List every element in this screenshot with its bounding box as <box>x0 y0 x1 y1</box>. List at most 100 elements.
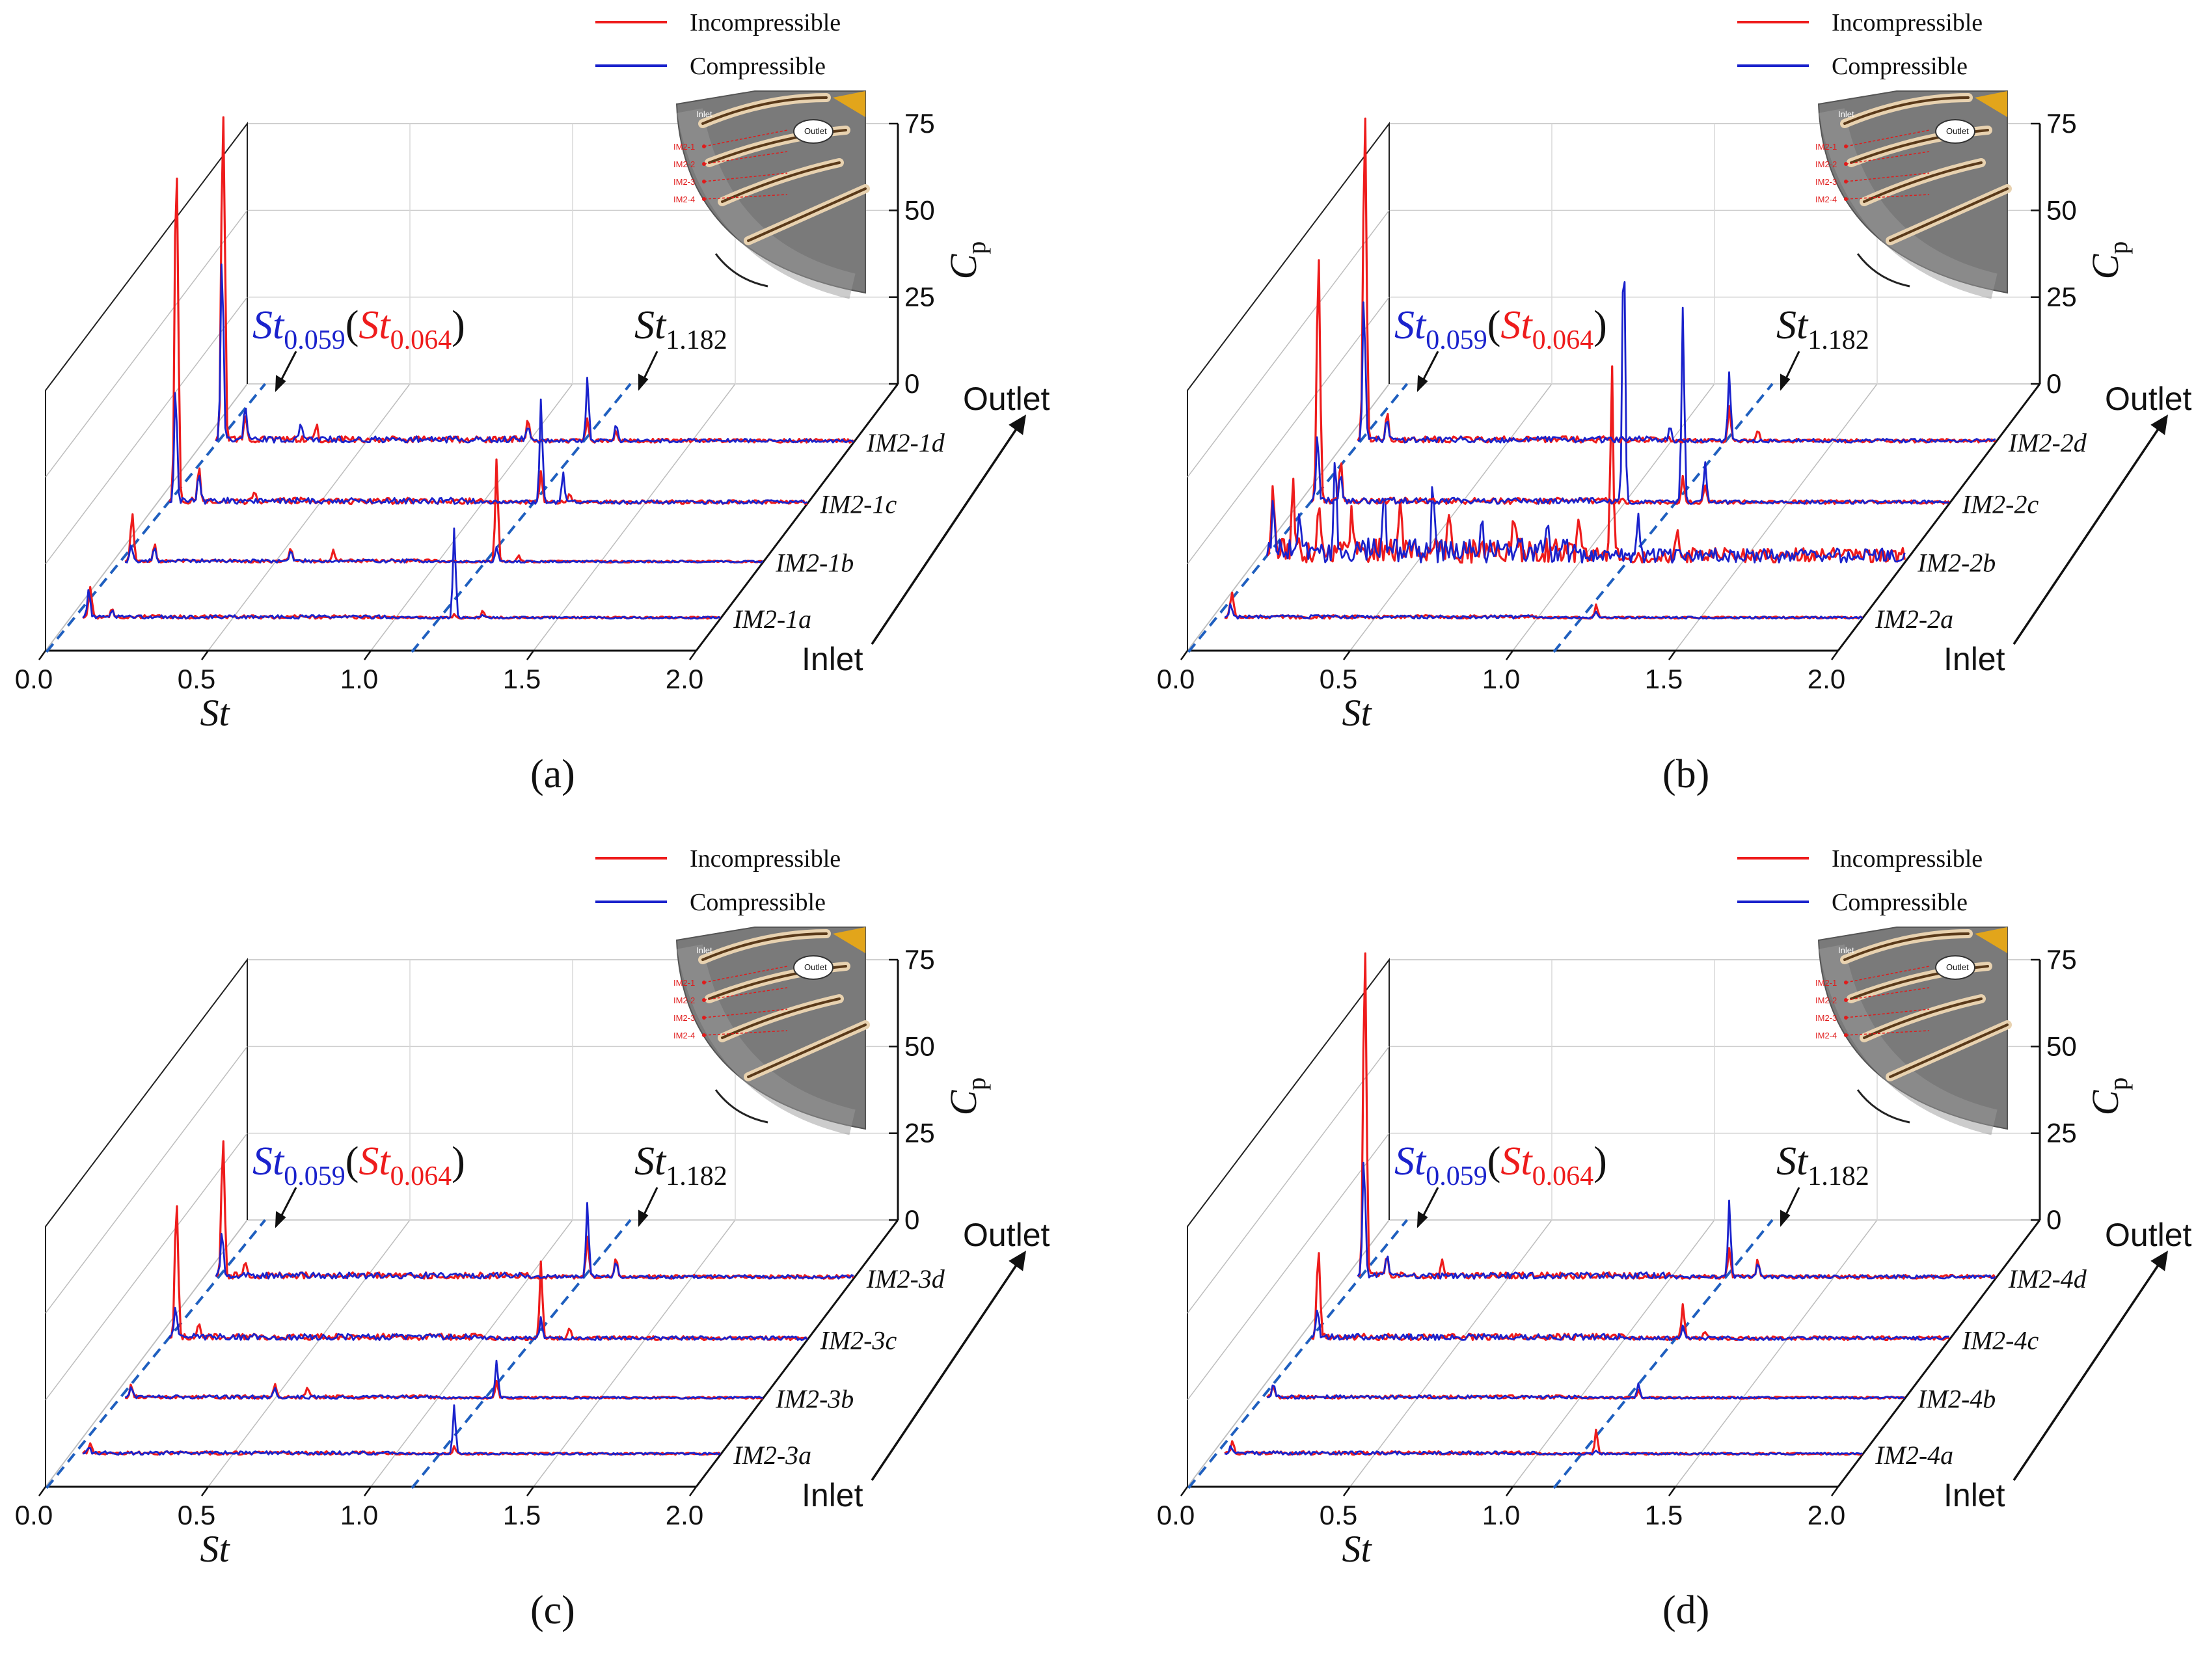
annotations: St0.059(St0.064) St1.182 <box>1394 1139 1869 1228</box>
inset-point-dot <box>702 981 706 984</box>
cp-axis-label: Cp <box>942 1077 991 1116</box>
inlet-label: Inlet <box>1944 1477 2005 1513</box>
inset-inlet-label: Inlet <box>1838 109 1854 119</box>
row-label-im2-2a: IM2-2a <box>1875 604 1953 634</box>
cp-axis-label-sub: p <box>962 241 991 254</box>
annot-paren-sub: 0.064 <box>1532 1161 1594 1191</box>
floor-gridline <box>45 1219 248 1487</box>
impeller-gold-tip <box>1975 927 2007 953</box>
outlet-label: Outlet <box>2105 381 2192 417</box>
legend: Incompressible Compressible <box>1737 845 1983 916</box>
inset-point-dot <box>1844 197 1848 201</box>
x-tick <box>200 1486 210 1497</box>
series-incompressible-im2-3c <box>169 1205 808 1342</box>
annot-paren-open: ( <box>1487 303 1501 347</box>
x-tick-label: 0.5 <box>1320 1500 1357 1530</box>
annotation-arrowhead-low <box>1416 375 1428 392</box>
x-axis-label: St <box>200 1528 230 1570</box>
impeller-shade <box>677 108 856 299</box>
side-gridline <box>1187 297 1390 565</box>
guide-line-st-0.059 <box>1187 1219 1409 1489</box>
inset-point-line <box>1845 194 1930 200</box>
annot-paren-close: ) <box>1593 1139 1607 1184</box>
row-label-im2-1d: IM2-1d <box>866 428 945 457</box>
floor-gridline <box>45 383 248 651</box>
annotation-st-low: St0.059(St0.064) <box>1394 1139 1607 1191</box>
inset-point-dot <box>1844 981 1848 984</box>
inset-arc <box>1856 253 1910 288</box>
caption-d: (d) <box>1662 1588 1709 1633</box>
x-tick-label: 0.0 <box>1157 1500 1195 1530</box>
x-tick <box>1342 1486 1351 1497</box>
series-incompressible-im2-2a <box>1224 591 1863 620</box>
series-compressible-im2-3b <box>124 1359 763 1400</box>
impeller-blade-edge <box>1843 96 1970 125</box>
inlet-label: Inlet <box>802 1477 863 1513</box>
inset-point-dot <box>1844 1016 1848 1020</box>
side-gridline <box>45 1046 248 1314</box>
cp-tick-label: 0 <box>904 1204 919 1235</box>
inset-point-dot <box>1844 144 1848 148</box>
series-compressible-im2-1a <box>82 527 721 620</box>
x-tick-label: 1.0 <box>340 1500 378 1530</box>
guide-line-st-1.182 <box>1552 383 1774 653</box>
x-tick <box>1830 650 1839 660</box>
cp-axis-label-text: Cp <box>942 1077 991 1116</box>
x-tick-label: 1.0 <box>1482 664 1520 694</box>
annot-high-main: St <box>634 303 667 347</box>
axes: 0.0 0.5 1.0 1.5 2.0 St 0 25 50 75 Cp <box>1157 944 2133 1570</box>
inset-point-dot <box>1844 180 1848 183</box>
row-label-im2-1c: IM2-1c <box>820 490 897 519</box>
inset-point-label: IM2-2 <box>673 159 695 169</box>
annot-low-sub: 0.059 <box>1426 325 1487 355</box>
series-compressible-im2-3c <box>169 1307 808 1341</box>
series-compressible-im2-3a <box>82 1404 721 1456</box>
side-wall <box>1187 958 1390 1487</box>
impeller-blade-edge <box>721 161 841 203</box>
inset-point-line <box>703 987 788 1001</box>
series-compressible-im2-4b <box>1267 1382 1905 1400</box>
cp-tick-label: 75 <box>2046 108 2077 139</box>
impeller-blade-edge <box>701 932 828 961</box>
annot-low-sub: 0.059 <box>284 325 346 355</box>
inset-inlet-label: Inlet <box>696 945 712 955</box>
x-tick-label: 2.0 <box>666 664 703 694</box>
guide-line-st-1.182 <box>411 383 632 653</box>
outlet-marker <box>1935 955 1975 980</box>
annotation-st-low: St0.059(St0.064) <box>252 1139 465 1191</box>
floor-gridline <box>1349 1219 1552 1487</box>
x-tick-label: 2.0 <box>1808 1500 1845 1530</box>
annotation-arrowhead-high <box>638 373 649 391</box>
inset-arc <box>714 1089 768 1124</box>
x-tick <box>1668 650 1677 660</box>
annotation-arrowhead-high <box>1780 1210 1791 1227</box>
impeller-blade-edge <box>747 187 867 242</box>
series-compressible-im2-2c <box>1310 281 1949 505</box>
caption-c: (c) <box>530 1588 575 1633</box>
annotation-st-high: St1.182 <box>634 1139 727 1191</box>
cp-tick-label: 75 <box>904 944 935 975</box>
legend-label-compressible: Compressible <box>690 53 826 80</box>
outlet-label: Outlet <box>963 1217 1050 1253</box>
x-tick-label: 0.5 <box>1320 664 1357 694</box>
guide-line-st-0.059 <box>45 383 267 653</box>
row-label-im2-2d: IM2-2d <box>2008 428 2087 457</box>
x-tick <box>363 650 372 660</box>
x-tick <box>526 650 535 660</box>
direction-arrow-head <box>1009 414 1026 435</box>
cp-tick-label: 50 <box>2046 1031 2077 1061</box>
impeller-blade-edge <box>1863 161 1983 203</box>
series-compressible-im2-2b <box>1266 462 1906 564</box>
floor-gridline <box>208 1219 411 1487</box>
side-gridline <box>1187 1046 1390 1314</box>
cp-tick-label: 75 <box>904 108 935 139</box>
cp-tick-label: 0 <box>2046 368 2061 399</box>
direction-arrow-line <box>2012 1252 2168 1481</box>
x-tick <box>1180 1486 1189 1497</box>
annot-paren-open: ( <box>1487 1139 1501 1184</box>
floor-gridline <box>1675 1219 1878 1487</box>
floor-gridline <box>1512 1219 1715 1487</box>
row-label-im2-3b: IM2-3b <box>775 1385 854 1414</box>
x-tick <box>1505 650 1514 660</box>
